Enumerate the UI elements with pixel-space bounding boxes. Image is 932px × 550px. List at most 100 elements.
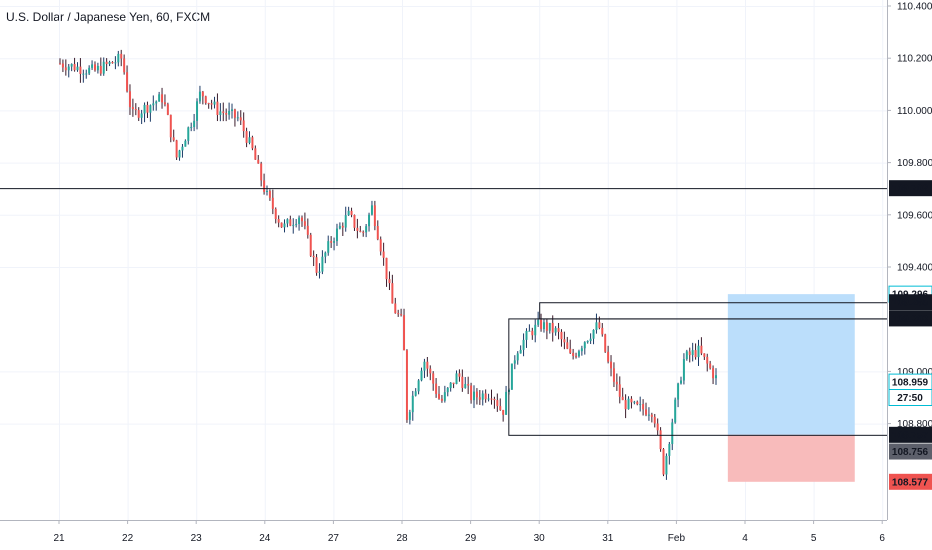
candle-down bbox=[120, 53, 123, 59]
price-tag: 27:50 bbox=[888, 389, 932, 406]
candle-up bbox=[187, 127, 190, 141]
candle-down bbox=[242, 120, 245, 132]
candle-down bbox=[169, 114, 172, 138]
candle-down bbox=[566, 342, 569, 349]
candle-up bbox=[368, 214, 371, 227]
loss-zone bbox=[727, 434, 855, 482]
candle-down bbox=[659, 430, 662, 450]
candle-down bbox=[694, 350, 697, 358]
candle-down bbox=[353, 214, 356, 228]
candle-down bbox=[210, 103, 213, 105]
candle-down bbox=[610, 361, 613, 369]
price-tag: 109.702 bbox=[889, 180, 932, 197]
candle-up bbox=[190, 126, 193, 128]
candle-down bbox=[650, 414, 653, 417]
candle-down bbox=[499, 406, 502, 410]
candle-down bbox=[502, 409, 505, 415]
candle-up bbox=[589, 338, 592, 341]
price-tag-bg bbox=[889, 426, 932, 443]
candle-up bbox=[82, 73, 85, 75]
candle-down bbox=[137, 110, 140, 118]
time-tick-label: 5 bbox=[811, 533, 817, 544]
candle-up bbox=[487, 398, 490, 400]
candle-up bbox=[298, 217, 301, 224]
candle-down bbox=[388, 279, 391, 284]
candle-up bbox=[473, 391, 476, 401]
price-tags: 109.702109.296109.265109.203108.95927:50… bbox=[888, 180, 932, 490]
candle-up bbox=[228, 110, 231, 115]
candle-up bbox=[321, 256, 324, 272]
candle-down bbox=[379, 239, 382, 252]
candle-up bbox=[583, 342, 586, 349]
candle-up bbox=[595, 322, 598, 330]
candle-down bbox=[607, 351, 610, 362]
candle-up bbox=[685, 351, 688, 360]
candle-down bbox=[303, 221, 306, 226]
price-tag: 109.265 bbox=[889, 294, 932, 311]
candle-up bbox=[510, 363, 513, 390]
candle-up bbox=[580, 348, 583, 352]
candle-up bbox=[665, 455, 668, 475]
candle-down bbox=[382, 251, 385, 258]
candle-down bbox=[493, 398, 496, 401]
candle-down bbox=[61, 63, 64, 68]
candle-up bbox=[554, 328, 557, 333]
candle-up bbox=[513, 360, 516, 364]
candle-down bbox=[557, 328, 560, 332]
candle-up bbox=[219, 111, 222, 115]
price-tag-bg bbox=[888, 389, 932, 406]
candle-up bbox=[102, 61, 105, 74]
candle-down bbox=[166, 104, 169, 115]
time-tick-label: 27 bbox=[328, 533, 340, 544]
candle-down bbox=[254, 148, 257, 160]
candle-down bbox=[376, 226, 379, 240]
candle-up bbox=[505, 391, 508, 415]
price-tag: 108.577 bbox=[889, 473, 932, 490]
candle-down bbox=[201, 91, 204, 97]
candle-up bbox=[449, 382, 452, 388]
candle-up bbox=[143, 104, 146, 114]
candle-up bbox=[627, 398, 630, 410]
candle-down bbox=[475, 391, 478, 398]
time-tick-label: 30 bbox=[534, 533, 546, 544]
candle-down bbox=[280, 222, 283, 228]
candle-down bbox=[572, 352, 575, 357]
candle-up bbox=[592, 329, 595, 339]
candle-up bbox=[248, 137, 251, 143]
candle-up bbox=[149, 105, 152, 113]
candle-up bbox=[446, 387, 449, 393]
candle-down bbox=[461, 376, 464, 388]
candle-up bbox=[534, 324, 537, 336]
candle-down bbox=[470, 385, 473, 401]
candle-down bbox=[662, 449, 665, 475]
time-tick-label: 23 bbox=[191, 533, 203, 544]
candle-up bbox=[198, 91, 201, 102]
candle-up bbox=[423, 361, 426, 371]
price-tag: 108.959 bbox=[888, 373, 932, 391]
candle-up bbox=[671, 422, 674, 445]
candle-down bbox=[688, 351, 691, 356]
candle-down bbox=[458, 373, 461, 377]
candle-down bbox=[615, 381, 618, 385]
candle-up bbox=[76, 66, 79, 71]
candle-up bbox=[155, 101, 158, 104]
candle-down bbox=[700, 345, 703, 354]
candle-down bbox=[128, 91, 131, 108]
candle-down bbox=[440, 398, 443, 401]
candle-up bbox=[327, 241, 330, 253]
candle-up bbox=[417, 380, 420, 392]
time-tick-label: Feb bbox=[668, 533, 686, 544]
price-tick-label: 108.800 bbox=[897, 419, 932, 430]
candle-up bbox=[181, 146, 184, 151]
candle-down bbox=[612, 368, 615, 382]
candle-up bbox=[152, 103, 155, 106]
candle-down bbox=[531, 330, 534, 336]
candle-down bbox=[429, 368, 432, 374]
candle-up bbox=[266, 190, 269, 192]
candle-down bbox=[624, 400, 627, 410]
candle-down bbox=[312, 255, 315, 258]
price-tag-label: 108.577 bbox=[892, 477, 929, 488]
time-tick-label: 29 bbox=[465, 533, 477, 544]
candle-up bbox=[525, 330, 528, 340]
